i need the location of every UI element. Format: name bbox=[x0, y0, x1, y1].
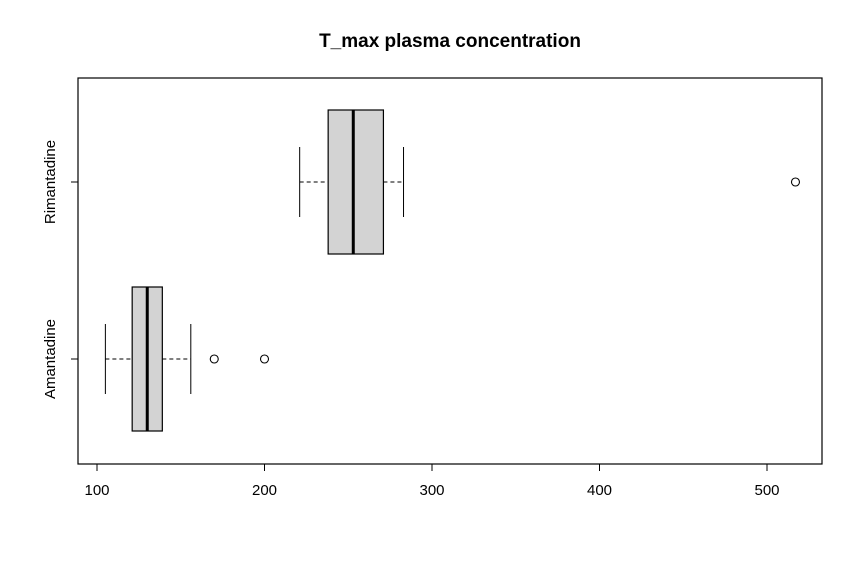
box-series bbox=[104, 109, 801, 432]
y-tick-label-rimantadine: Rimantadine bbox=[42, 140, 59, 224]
x-tick-label: 500 bbox=[754, 482, 779, 499]
box-amantadine bbox=[104, 286, 270, 432]
outlier-point-amantadine bbox=[259, 354, 270, 364]
y-tick-label-amantadine: Amantadine bbox=[42, 319, 59, 399]
chart-title: T_max plasma concentration bbox=[319, 31, 581, 52]
x-tick-label: 400 bbox=[587, 482, 612, 499]
x-tick-label: 100 bbox=[84, 482, 109, 499]
x-tick-label: 200 bbox=[252, 482, 277, 499]
y-axis: Amantadine Rimantadine bbox=[42, 140, 78, 399]
outlier-point-rimantadine bbox=[790, 177, 801, 187]
outlier-point-amantadine bbox=[209, 354, 219, 364]
x-tick-label: 300 bbox=[419, 482, 444, 499]
plot-frame bbox=[77, 77, 823, 465]
x-axis: 100 200 300 400 500 bbox=[84, 463, 780, 499]
iqr-box-rimantadine bbox=[327, 109, 385, 255]
box-rimantadine bbox=[299, 109, 801, 255]
